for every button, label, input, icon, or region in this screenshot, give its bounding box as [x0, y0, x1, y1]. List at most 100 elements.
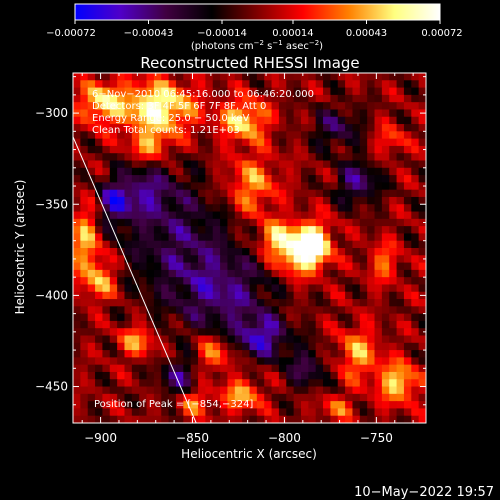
- heatmap-cell: [396, 196, 405, 205]
- heatmap-cell: [175, 240, 184, 249]
- heatmap-cell: [161, 80, 170, 89]
- heatmap-cell: [153, 124, 162, 132]
- heatmap-cell: [271, 80, 280, 89]
- heatmap-cell: [190, 350, 199, 358]
- heatmap-cell: [374, 233, 383, 242]
- heatmap-cell: [153, 153, 162, 162]
- heatmap-cell: [352, 335, 361, 344]
- heatmap-cell: [131, 204, 140, 213]
- heatmap-cell: [242, 364, 251, 373]
- heatmap-cell: [131, 73, 140, 81]
- heatmap-cell: [205, 393, 214, 402]
- x-tick-label: −900: [84, 431, 117, 445]
- heatmap-cell: [175, 364, 184, 373]
- heatmap-cell: [168, 357, 177, 366]
- heatmap-cell: [249, 408, 258, 417]
- heatmap-cell: [367, 342, 376, 351]
- heatmap-cell: [418, 364, 426, 373]
- heatmap-cell: [168, 379, 177, 388]
- heatmap-cell: [411, 109, 420, 118]
- heatmap-cell: [411, 226, 420, 235]
- heatmap-cell: [168, 320, 177, 329]
- heatmap-cell: [264, 116, 273, 125]
- heatmap-cell: [73, 386, 81, 395]
- heatmap-cell: [227, 255, 236, 264]
- heatmap-cell: [345, 240, 354, 249]
- heatmap-cell: [102, 226, 111, 235]
- heatmap-cell: [109, 386, 118, 395]
- heatmap-cell: [227, 196, 236, 205]
- heatmap-cell: [330, 291, 339, 300]
- heatmap-cell: [323, 415, 331, 423]
- heatmap-cell: [227, 189, 236, 198]
- heatmap-cell: [153, 189, 162, 198]
- heatmap-cell: [389, 138, 398, 147]
- heatmap-cell: [337, 328, 346, 337]
- heatmap-cell: [102, 393, 111, 402]
- heatmap-cell: [381, 401, 390, 410]
- heatmap-cell: [146, 262, 155, 271]
- heatmap-cell: [256, 145, 265, 154]
- heatmap-cell: [300, 269, 309, 278]
- heatmap-cell: [286, 284, 295, 293]
- heatmap-cell: [95, 240, 104, 249]
- heatmap-cell: [315, 211, 324, 220]
- heatmap-cell: [286, 350, 295, 358]
- heatmap-cell: [396, 124, 405, 132]
- heatmap-cell: [131, 240, 140, 249]
- heatmap-cell: [418, 116, 426, 125]
- heatmap-cell: [220, 145, 229, 154]
- heatmap-cell: [418, 284, 426, 293]
- heatmap-cell: [278, 364, 287, 373]
- heatmap-cell: [293, 218, 302, 227]
- heatmap-cell: [359, 313, 368, 322]
- heatmap-cell: [146, 73, 155, 81]
- heatmap-cell: [168, 233, 177, 242]
- heatmap-cell: [315, 306, 324, 315]
- heatmap-cell: [109, 131, 118, 140]
- heatmap-cell: [242, 131, 251, 140]
- heatmap-cell: [190, 277, 199, 286]
- chart-title: Reconstructed RHESSI Image: [140, 54, 359, 72]
- heatmap-cell: [411, 94, 420, 103]
- heatmap-cell: [109, 233, 118, 242]
- heatmap-cell: [345, 131, 354, 140]
- heatmap-cell: [359, 218, 368, 227]
- heatmap-cell: [117, 269, 126, 278]
- heatmap-cell: [359, 335, 368, 344]
- heatmap-cell: [183, 255, 192, 264]
- heatmap-cell: [278, 196, 287, 205]
- heatmap-cell: [87, 73, 96, 81]
- heatmap-cell: [153, 211, 162, 220]
- heatmap-cell: [359, 379, 368, 388]
- heatmap-cell: [381, 218, 390, 227]
- heatmap-cell: [249, 415, 258, 423]
- heatmap-cell: [278, 342, 287, 351]
- heatmap-cell: [389, 335, 398, 344]
- heatmap-cell: [418, 386, 426, 395]
- heatmap-cell: [95, 291, 104, 300]
- heatmap-cell: [139, 102, 148, 111]
- heatmap-cell: [234, 153, 243, 162]
- heatmap-cell: [403, 401, 412, 410]
- heatmap-cell: [168, 269, 177, 278]
- heatmap-cell: [381, 196, 390, 205]
- heatmap-cell: [403, 393, 412, 402]
- heatmap-cell: [293, 335, 302, 344]
- heatmap-cell: [323, 386, 331, 395]
- heatmap-cell: [249, 116, 258, 125]
- heatmap-cell: [139, 167, 148, 176]
- heatmap-cell: [352, 124, 361, 132]
- heatmap-cell: [330, 233, 339, 242]
- heatmap-cell: [300, 109, 309, 118]
- heatmap-cell: [146, 320, 155, 329]
- heatmap-cell: [212, 145, 221, 154]
- heatmap-cell: [337, 226, 346, 235]
- heatmap-cell: [352, 167, 361, 176]
- heatmap-cell: [124, 255, 133, 264]
- heatmap-cell: [411, 320, 420, 329]
- heatmap-cell: [234, 189, 243, 198]
- heatmap-cell: [117, 124, 126, 132]
- heatmap-cell: [352, 393, 361, 402]
- heatmap-cell: [73, 138, 81, 147]
